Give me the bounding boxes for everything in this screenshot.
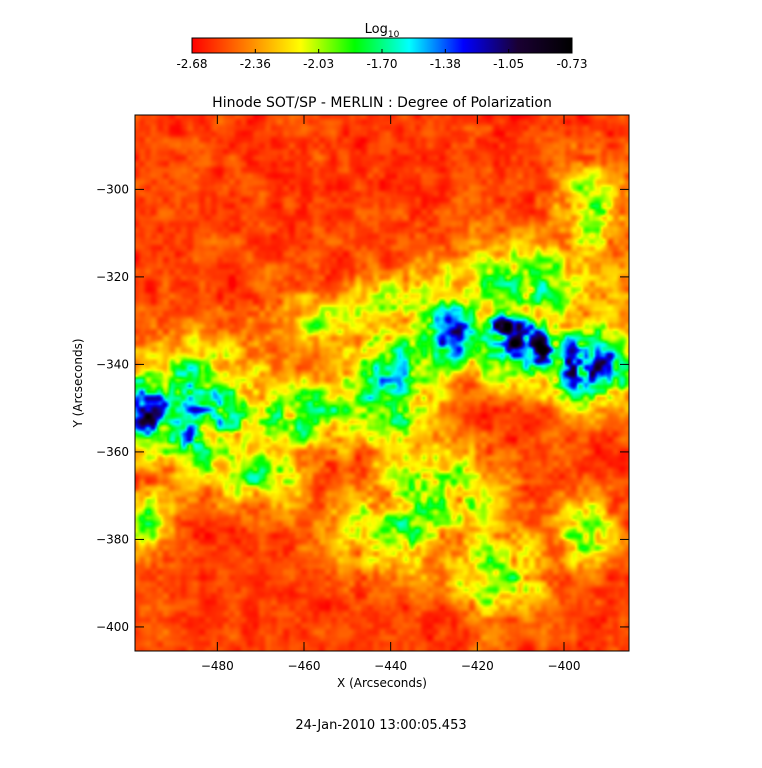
colorbar-tick-label: -0.73 bbox=[556, 57, 587, 71]
x-axis: −480 −460 −440 −420 −400 bbox=[201, 115, 581, 673]
plot-frame bbox=[134, 114, 630, 652]
colorbar-tick-label: -2.03 bbox=[303, 57, 334, 71]
y-tick-label: −360 bbox=[96, 445, 129, 459]
chart-title: Hinode SOT/SP - MERLIN : Degree of Polar… bbox=[212, 95, 552, 111]
colorbar-tick-label: -1.05 bbox=[493, 57, 524, 71]
x-tick-label: −480 bbox=[201, 659, 234, 673]
x-axis-label: X (Arcseconds) bbox=[337, 676, 427, 690]
y-axis: −300 −320 −340 −360 −380 −400 bbox=[96, 182, 629, 634]
colorbar-tick-label: -2.36 bbox=[240, 57, 271, 71]
colorbar: Log10 -2.68 -2.36 -2.03 -1.70 -1.38 -1.05 -0.7… bbox=[176, 22, 587, 71]
plot-area: −480 −460 −440 −420 −400 −300 −320 −340 −360 −38… bbox=[96, 114, 630, 673]
x-tick-label: −460 bbox=[288, 659, 321, 673]
y-tick-label: −320 bbox=[96, 270, 129, 284]
x-tick-label: −440 bbox=[374, 659, 407, 673]
polarization-map bbox=[135, 115, 629, 651]
y-tick-label: −300 bbox=[96, 182, 129, 196]
y-tick-label: −340 bbox=[96, 357, 129, 371]
x-tick-label: −400 bbox=[548, 659, 581, 673]
colorbar-tick-label: -2.68 bbox=[176, 57, 207, 71]
colorbar-ticks: -2.68 -2.36 -2.03 -1.70 -1.38 -1.05 -0.73 bbox=[176, 49, 588, 71]
colorbar-tick-label: -1.70 bbox=[366, 57, 397, 71]
x-tick-label: −420 bbox=[461, 659, 494, 673]
y-axis-label: Y (Arcseconds) bbox=[71, 338, 85, 428]
timestamp: 24-Jan-2010 13:00:05.453 bbox=[295, 718, 466, 733]
colorbar-label: Log10 bbox=[365, 22, 400, 40]
y-tick-label: −380 bbox=[96, 532, 129, 546]
y-tick-label: −400 bbox=[96, 620, 129, 634]
colorbar-tick-label: -1.38 bbox=[430, 57, 461, 71]
